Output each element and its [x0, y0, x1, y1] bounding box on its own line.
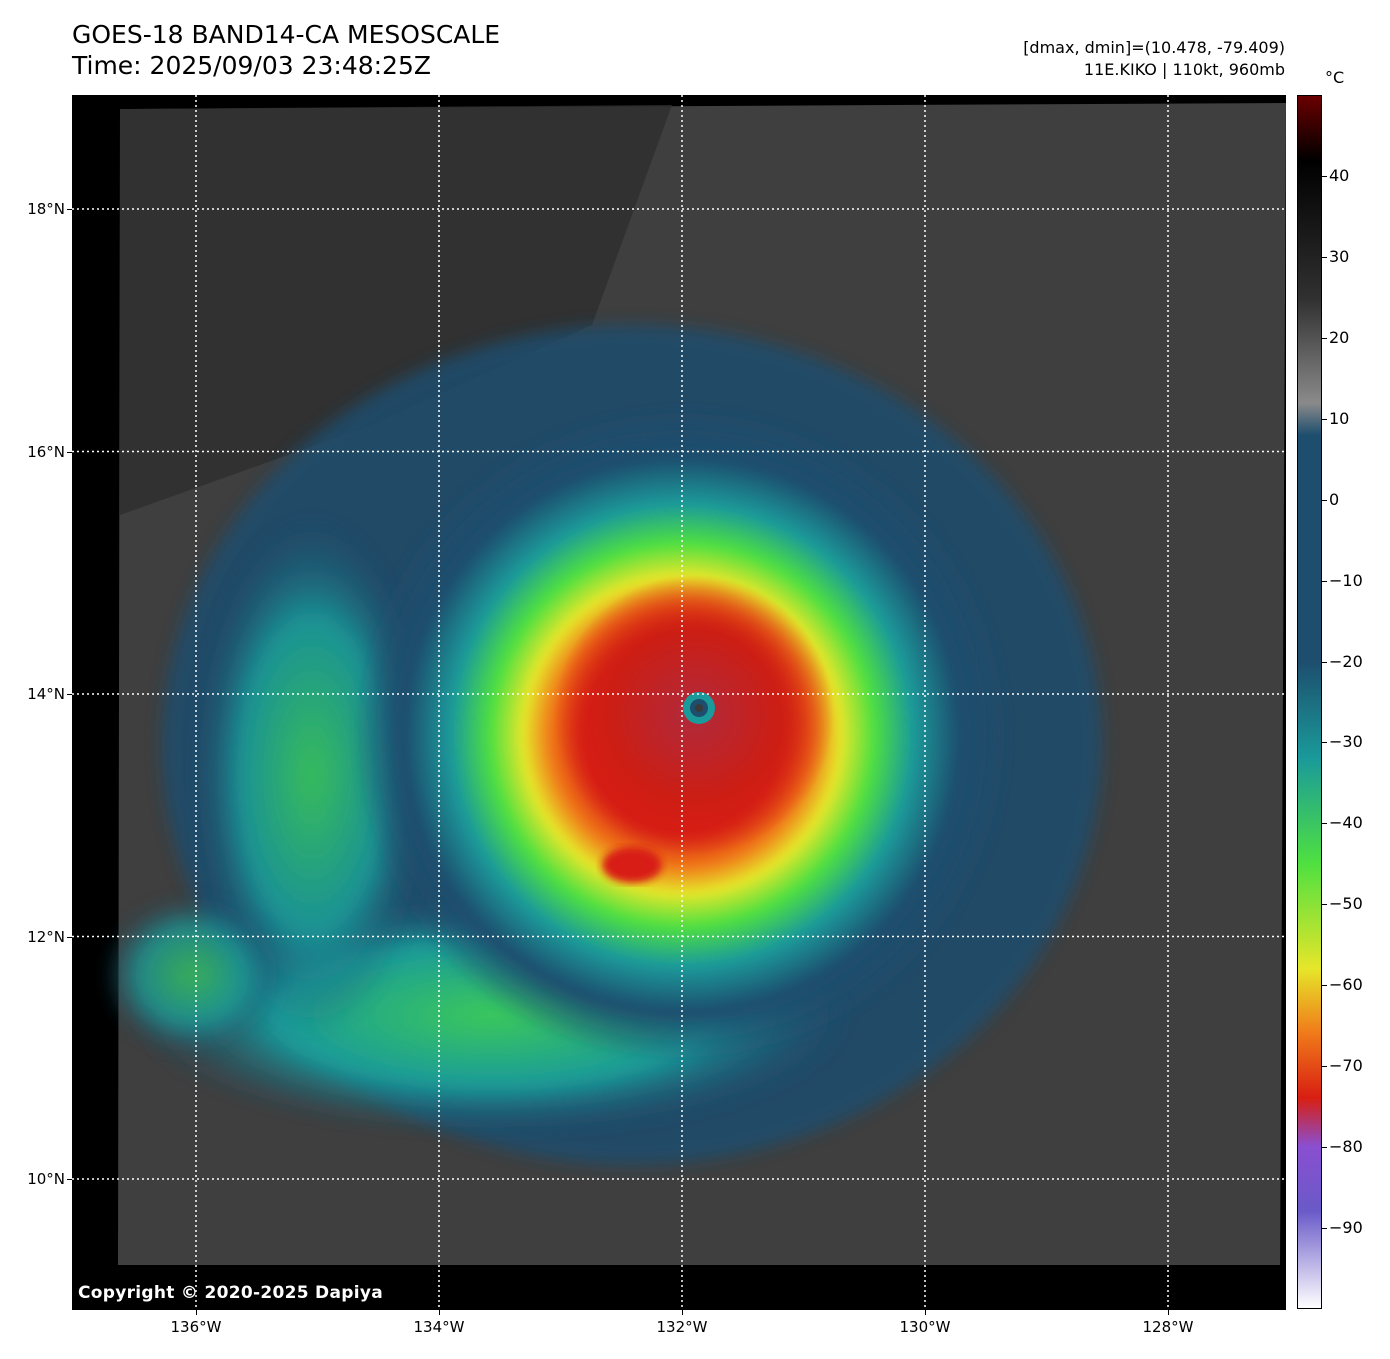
colorbar-tick-label: 40	[1329, 165, 1350, 185]
colorbar-tick	[1322, 256, 1327, 258]
longitude-tick	[439, 1310, 440, 1315]
colorbar-tick-label: −70	[1329, 1056, 1363, 1076]
timestamp: Time: 2025/09/03 23:48:25Z	[72, 51, 431, 80]
colorbar-tick	[1322, 823, 1327, 825]
colorbar-tick-label: −50	[1329, 894, 1363, 914]
colorbar-tick-label: −20	[1329, 651, 1363, 671]
longitude-label: 130°W	[899, 1318, 951, 1336]
longitude-label: 136°W	[170, 1318, 222, 1336]
latitude-tick	[67, 451, 72, 453]
latitude-label: 18°N	[27, 200, 65, 218]
eye-center	[695, 704, 703, 712]
colorbar-tick	[1322, 337, 1327, 339]
latitude-tick	[67, 936, 72, 938]
colorbar-tick-label: −10	[1329, 570, 1363, 590]
convective-burst	[602, 847, 662, 883]
colorbar-tick	[1322, 1228, 1327, 1230]
colorbar-unit: °C	[1325, 68, 1345, 87]
colorbar-tick	[1322, 418, 1327, 420]
latitude-label: 14°N	[27, 685, 65, 703]
longitude-tick	[1168, 1310, 1169, 1315]
colorbar-tick	[1322, 580, 1327, 582]
colorbar-tick	[1322, 1066, 1327, 1068]
longitude-label: 132°W	[656, 1318, 708, 1336]
longitude-tick	[196, 1310, 197, 1315]
colorbar-tick-label: 20	[1329, 327, 1350, 347]
colorbar-tick	[1322, 904, 1327, 906]
copyright-notice: Copyright © 2020-2025 Dapiya	[78, 1283, 383, 1303]
colorbar-tick-label: −90	[1329, 1218, 1363, 1238]
colorbar-tick	[1322, 175, 1327, 177]
latitude-tick	[67, 209, 72, 210]
colorbar-tick-label: −60	[1329, 975, 1363, 995]
latitude-tick	[67, 694, 72, 695]
west-band-lower	[102, 895, 282, 1055]
satellite-image-panel: Copyright © 2020-2025 Dapiya	[72, 95, 1286, 1310]
longitude-tick	[682, 1310, 683, 1315]
latitude-label: 12°N	[27, 927, 65, 946]
latitude-label: 10°N	[27, 1170, 65, 1188]
graticule	[72, 95, 1286, 1310]
data-range-info: [dmax, dmin]=(10.478, -79.409)	[1023, 38, 1285, 57]
latitude-label: 16°N	[27, 442, 65, 461]
dark-clear-sky	[120, 105, 672, 515]
colorbar-tick-label: −30	[1329, 732, 1363, 752]
longitude-tick	[925, 1310, 926, 1315]
colorbar-tick	[1322, 742, 1327, 744]
colorbar	[1297, 95, 1322, 1309]
colorbar-tick-label: 10	[1329, 408, 1350, 428]
longitude-label: 134°W	[413, 1318, 465, 1336]
colorbar-tick-label: −80	[1329, 1137, 1363, 1157]
longitude-label: 128°W	[1142, 1318, 1194, 1336]
storm-info: 11E.KIKO | 110kt, 960mb	[1083, 60, 1285, 79]
satellite-imagery	[72, 95, 1286, 1310]
colorbar-tick	[1322, 985, 1327, 987]
colorbar-tick	[1322, 499, 1327, 501]
latitude-tick	[67, 1179, 72, 1180]
colorbar-tick-label: 30	[1329, 246, 1350, 266]
chart-title: GOES-18 BAND14-CA MESOSCALE	[72, 20, 501, 49]
colorbar-tick	[1322, 661, 1327, 663]
colorbar-tick-label: −40	[1329, 813, 1363, 833]
colorbar-tick	[1322, 1147, 1327, 1149]
colorbar-tick-label: 0	[1329, 489, 1340, 509]
